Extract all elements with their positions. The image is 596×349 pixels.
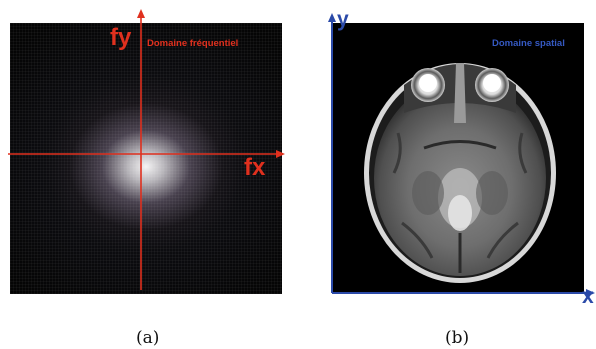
spectrum-glow xyxy=(10,23,282,294)
frequency-domain-panel: fy fx Domaine fréquentiel xyxy=(4,8,290,294)
fourier-spectrum-image xyxy=(10,23,282,294)
brain-mri-image xyxy=(332,23,584,293)
caption-b: (b) xyxy=(445,328,470,348)
fy-axis-arrow-icon xyxy=(137,9,145,18)
x-axis-arrow-icon xyxy=(586,289,595,297)
spatial-domain-label: Domaine spatial xyxy=(492,38,565,49)
x-axis-label: x xyxy=(582,285,594,308)
caption-a: (a) xyxy=(136,328,160,348)
y-axis-arrow-icon xyxy=(328,13,336,22)
spectrum-texture xyxy=(10,23,282,294)
fy-axis-label: fy xyxy=(110,24,132,51)
spatial-axes xyxy=(328,13,595,297)
brain-mri-drawing xyxy=(364,63,556,283)
fx-axis-label: fx xyxy=(244,154,266,181)
fx-axis-arrow-icon xyxy=(276,150,285,158)
frequency-domain-label: Domaine fréquentiel xyxy=(147,38,239,49)
y-axis-label: y xyxy=(337,8,349,31)
spatial-domain-panel: y x Domaine spatial xyxy=(318,8,596,308)
frequency-axes xyxy=(8,9,285,290)
